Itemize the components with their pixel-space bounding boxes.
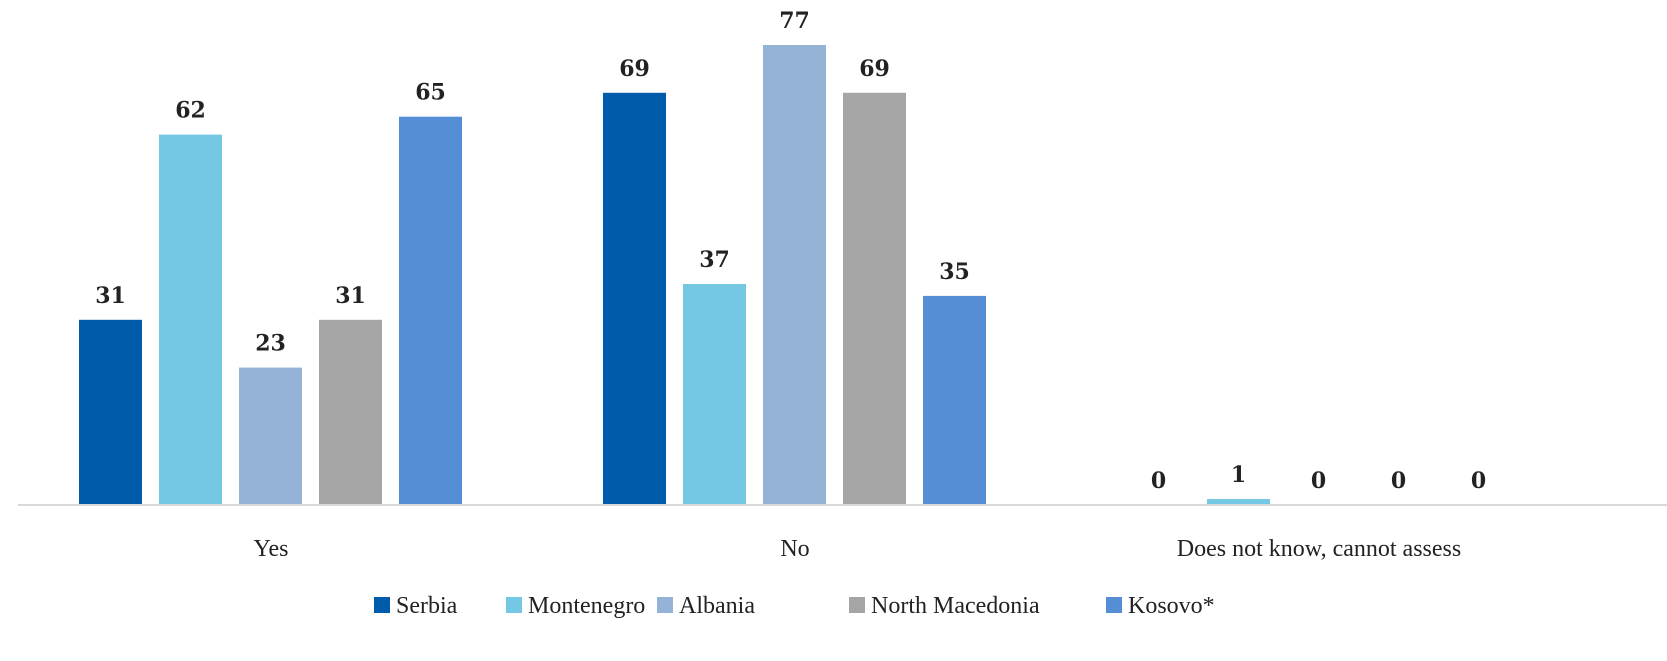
legend-item: Montenegro [506,593,645,619]
bar-serbia-0 [79,319,142,505]
bar-kosovo-1 [923,295,986,505]
data-label: 0 [1311,468,1326,494]
data-label: 0 [1391,468,1406,494]
legend: Serbia Montenegro Albania North Macedonia Ko… [374,593,1215,619]
legend-swatch [1106,597,1122,613]
data-label: 31 [335,283,366,309]
data-label: 23 [255,331,286,357]
data-label: 31 [95,283,126,309]
legend-swatch [657,597,673,613]
legend-item: North Macedonia [849,593,1040,619]
data-label: 0 [1471,468,1486,494]
legend-item: Serbia [374,593,458,619]
category-label: Does not know, cannot assess [1177,536,1461,562]
data-label: 0 [1151,468,1166,494]
legend-swatch [849,597,865,613]
bar-montenegro-1 [683,283,746,505]
bar-north-macedonia-1 [843,92,906,505]
legend-swatch [374,597,390,613]
category-labels-layer: Yes No Does not know, cannot assess [254,536,1462,562]
bar-montenegro-2 [1207,499,1270,505]
bar-kosovo-0 [399,116,462,506]
legend-item: Albania [657,593,755,619]
category-label: No [780,536,809,562]
data-label: 69 [619,56,650,82]
bars-layer [79,45,1270,506]
legend-label: Montenegro [528,593,645,619]
data-label: 77 [779,8,810,34]
category-label: Yes [254,536,289,562]
data-label: 1 [1231,462,1246,488]
bar-montenegro-0 [159,134,222,505]
legend-label: Kosovo* [1128,593,1215,619]
bar-north-macedonia-0 [319,319,382,505]
bar-albania-1 [763,45,826,505]
bar-albania-0 [239,367,302,505]
legend-swatch [506,597,522,613]
data-label: 37 [699,247,730,273]
data-label: 35 [939,259,970,285]
bar-serbia-1 [603,92,666,505]
data-label: 62 [175,98,206,124]
legend-item: Kosovo* [1106,593,1215,619]
legend-label: Albania [679,593,755,619]
legend-label: Serbia [396,593,458,619]
data-label: 69 [859,56,890,82]
data-labels-layer: 31 62 23 31 65 69 37 77 69 35 0 1 0 0 0 [95,8,1486,494]
data-label: 65 [415,80,446,106]
legend-label: North Macedonia [871,593,1040,619]
